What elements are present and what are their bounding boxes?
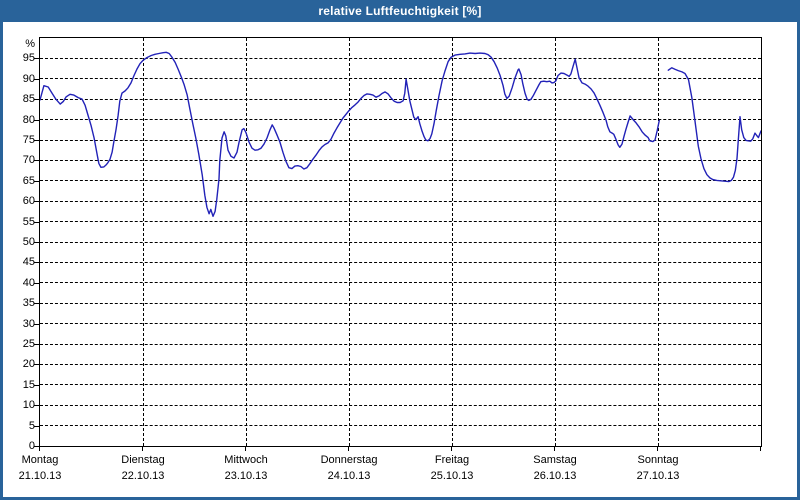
day-grid-line [348,38,350,446]
y-grid-line [40,180,761,182]
y-tick-mark [34,180,39,182]
y-grid-line [40,261,761,263]
day-name-label: Samstag [533,454,577,466]
y-tick-label: 30 [22,317,35,330]
y-tick-label: 60 [22,195,35,208]
y-tick-mark [34,78,39,80]
y-tick-label: 65 [22,174,35,187]
y-grid-line [40,404,761,406]
day-date-label: 23.10.13 [224,470,268,482]
y-grid-line [40,57,761,59]
y-grid-line [40,425,761,427]
y-tick-label: 0 [28,440,35,452]
y-tick-mark [34,58,39,60]
x-tick-mark [554,447,555,451]
humidity-line-chart [40,51,761,218]
day-grid-line [554,38,556,446]
y-tick-label: 55 [22,215,35,228]
y-tick-label: 35 [22,297,35,310]
x-tick-mark [142,447,143,451]
day-name-label: Freitag [434,454,470,466]
y-grid-line [40,139,761,141]
day-grid-line [657,38,659,446]
x-tick-mark [451,447,452,451]
day-date-label: 25.10.13 [430,470,474,482]
day-date-label: 22.10.13 [121,470,165,482]
day-date-label: 26.10.13 [533,470,577,482]
day-name-label: Montag [21,454,59,466]
y-grid-line [40,98,761,100]
x-tick-mark [348,447,349,451]
y-grid-line [40,78,761,80]
day-date-label: 24.10.13 [327,470,371,482]
day-name-label: Donnerstag [320,454,378,466]
y-tick-label: 90 [22,72,35,85]
y-grid-line [40,221,761,223]
y-grid-line [40,282,761,284]
y-tick-label: 15 [22,378,35,391]
x-tick-mark [760,447,761,451]
day-date-label: 21.10.13 [18,470,62,482]
y-tick-label: 45 [22,256,35,269]
y-tick-mark [34,282,39,284]
y-tick-mark [34,262,39,264]
y-tick-label: 25 [22,338,35,350]
y-tick-mark [34,221,39,223]
day-grid-line [245,38,247,446]
y-tick-mark [34,160,39,162]
y-tick-mark [34,303,39,305]
y-grid-line [40,159,761,161]
x-tick-mark [245,447,246,451]
day-grid-line [451,38,453,446]
y-tick-mark [34,425,39,427]
y-tick-label: 70 [22,154,35,167]
x-tick-mark [39,447,40,451]
humidity-curve-segment [40,51,660,218]
y-grid-line [40,323,761,325]
y-tick-label: 40 [22,276,35,289]
y-tick-mark [34,364,39,366]
window-title: relative Luftfeuchtigkeit [%] [318,4,482,18]
y-tick-mark [34,119,39,121]
y-tick-mark [34,405,39,407]
y-tick-label: 95 [22,52,35,65]
y-tick-label: 5 [28,419,35,432]
y-tick-label: 80 [22,113,35,126]
y-tick-mark [34,323,39,325]
y-grid-line [40,384,761,386]
y-tick-mark [34,201,39,203]
y-tick-mark [34,242,39,243]
y-grid-line [40,363,761,365]
y-tick-label: 75 [22,134,35,146]
y-tick-label: 10 [22,399,35,412]
y-tick-label: 20 [22,358,35,371]
y-tick-mark [34,344,39,345]
day-date-label: 27.10.13 [636,470,680,482]
y-tick-mark [34,99,39,101]
day-name-label: Mittwoch [224,454,268,466]
humidity-curve-segment [667,67,761,183]
day-grid-line [142,38,144,446]
x-tick-mark [657,447,658,451]
y-tick-mark [34,140,39,141]
y-tick-label: 85 [22,93,35,106]
y-tick-mark [34,446,39,447]
y-grid-line [40,200,761,202]
y-axis-unit-label: % [25,38,35,50]
y-tick-label: 50 [22,236,35,248]
title-bar: relative Luftfeuchtigkeit [%] [0,0,800,22]
day-name-label: Sonntag [637,454,679,466]
chart-area: % 0 5 10 15 20 25 30 35 40 45 50 55 60 65 70 75 80 85 90 95… [3,22,797,497]
y-grid-line [40,302,761,304]
plot-frame [39,37,762,447]
y-grid-line [40,119,761,121]
day-name-label: Dienstag [121,454,165,466]
y-grid-line [40,343,761,345]
y-tick-mark [34,384,39,386]
y-grid-line [40,241,761,243]
